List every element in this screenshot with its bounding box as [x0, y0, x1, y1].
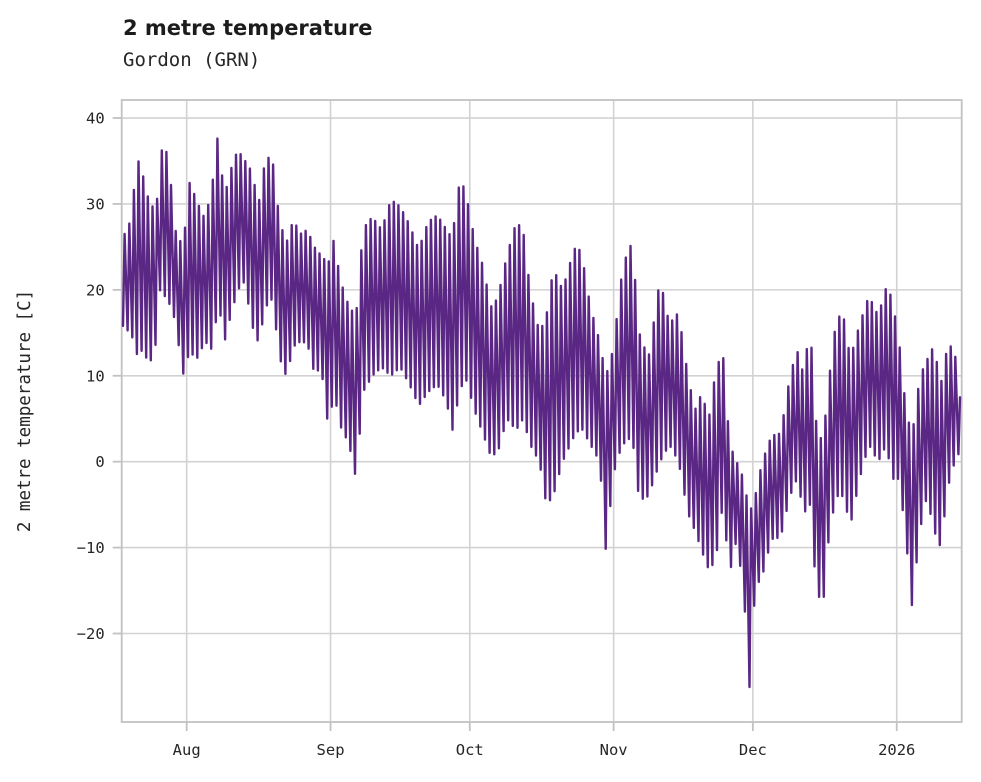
temperature-line — [121, 137, 962, 689]
y-tick-label: −10 — [77, 539, 105, 557]
y-tick-label: 20 — [86, 281, 105, 299]
chart-subtitle: Gordon (GRN) — [123, 49, 261, 71]
y-tick-label: 30 — [86, 195, 105, 213]
x-tick-label: Dec — [739, 741, 767, 759]
x-tick-label: Sep — [317, 741, 345, 759]
y-tick-label: 10 — [86, 367, 105, 385]
x-tick-label: Aug — [173, 741, 201, 759]
y-tick-label: 0 — [95, 453, 104, 471]
plot-border — [120, 99, 963, 723]
y-tick-label: 40 — [86, 110, 105, 128]
x-tick-label: Oct — [456, 741, 484, 759]
y-axis-label: 2 metre temperature [C] — [15, 290, 35, 532]
chart-title: 2 metre temperature — [123, 16, 373, 40]
x-tick-label: 2026 — [878, 741, 915, 759]
y-tick-label: −20 — [77, 625, 105, 643]
x-tick-label: Nov — [600, 741, 628, 759]
